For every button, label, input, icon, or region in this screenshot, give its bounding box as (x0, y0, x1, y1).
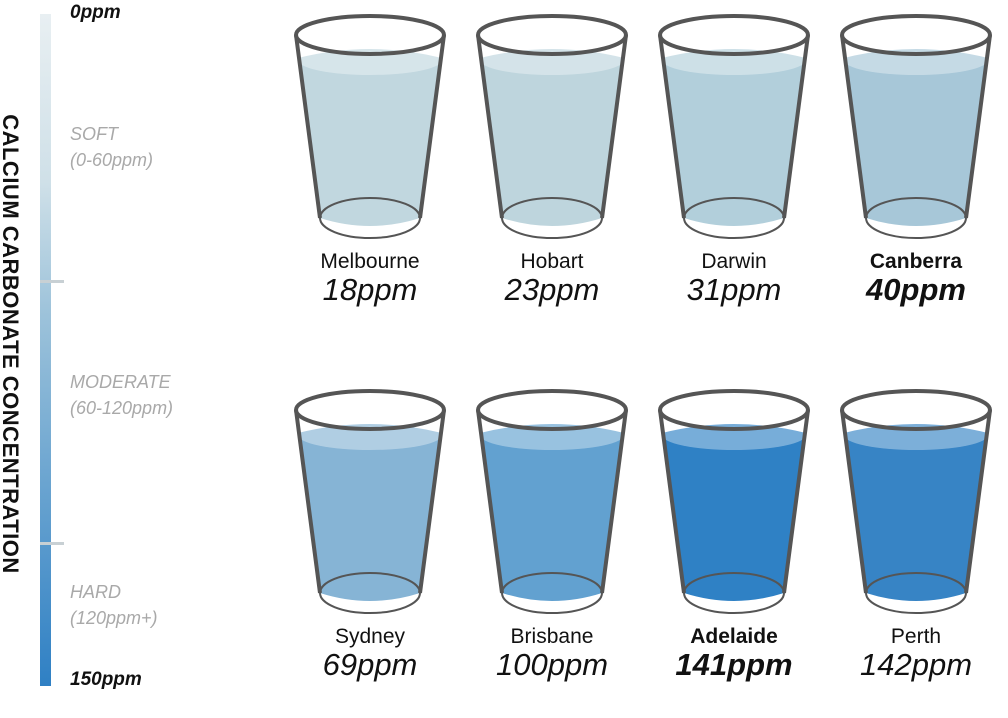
glass-base (683, 197, 785, 239)
city-value-label: 18ppm (322, 272, 418, 307)
glass-base (865, 197, 967, 239)
band-moderate-name: MODERATE (70, 372, 171, 392)
glass-darwin: Darwin 31ppm (654, 10, 814, 308)
scale-gradient-bar (40, 14, 51, 686)
city-name: Canberra (869, 250, 963, 273)
glass-rim (658, 389, 810, 431)
glass-icon (658, 14, 810, 239)
city-value-label: 23ppm (504, 272, 600, 307)
glass-perth: Perth 142ppm (836, 385, 996, 683)
glass-rim (658, 14, 810, 56)
scale-max-label: 150ppm (70, 669, 142, 690)
glass-rim (476, 389, 628, 431)
glass-sides (294, 34, 446, 219)
city-name: Adelaide (690, 625, 778, 648)
glass-icon (840, 14, 992, 239)
glass-sydney: Sydney 69ppm (290, 385, 450, 683)
city-name: Perth (890, 625, 942, 648)
water-fill (844, 424, 988, 601)
band-moderate-range: (60-120ppm) (70, 398, 174, 418)
city-value-label: 141ppm (675, 647, 793, 682)
glass-rim (840, 389, 992, 431)
city-name: Brisbane (510, 625, 594, 648)
band-soft-name: SOFT (70, 124, 118, 144)
city-value-label: 142ppm (859, 647, 973, 682)
hardness-scale: CALCIUM CARBONATE CONCENTRATION 0ppm 150… (0, 0, 270, 718)
glass-rim (294, 389, 446, 431)
glass-sides (476, 409, 628, 594)
scale-tick-120 (40, 542, 64, 545)
band-soft-range: (0-60ppm) (70, 150, 154, 170)
band-hard-range: (120ppm+) (70, 608, 158, 628)
city-value-label: 69ppm (322, 647, 418, 682)
glass-sides (840, 409, 992, 594)
city-value-label: 31ppm (686, 272, 782, 307)
band-moderate: MODERATE (60-120ppm) (70, 369, 173, 421)
glass-rim (840, 14, 992, 56)
band-soft: SOFT (0-60ppm) (70, 121, 153, 173)
city-name: Sydney (334, 625, 406, 648)
glass-sides (294, 409, 446, 594)
glass-adelaide: Adelaide 141ppm (654, 385, 814, 683)
glass-base (501, 572, 603, 614)
water-fill (480, 49, 624, 226)
city-value-label: 100ppm (495, 647, 609, 682)
glass-base (683, 572, 785, 614)
glass-icon (294, 14, 446, 239)
water-fill (662, 49, 806, 226)
glass-icon (658, 389, 810, 614)
glass-sides (658, 409, 810, 594)
glass-icon (840, 389, 992, 614)
scale-min-label: 0ppm (70, 2, 121, 23)
glass-base (865, 572, 967, 614)
water-fill (298, 49, 442, 226)
glass-melbourne: Melbourne 18ppm (290, 10, 450, 308)
glass-brisbane: Brisbane 100ppm (472, 385, 632, 683)
glass-rim (476, 14, 628, 56)
glass-icon (294, 389, 446, 614)
glass-icon (476, 389, 628, 614)
city-name: Melbourne (320, 250, 420, 273)
glass-sides (658, 34, 810, 219)
glass-sides (840, 34, 992, 219)
city-name: Hobart (520, 250, 584, 273)
band-hard-name: HARD (70, 582, 122, 602)
glass-sides (476, 34, 628, 219)
glass-icon (476, 14, 628, 239)
glass-base (501, 197, 603, 239)
water-fill (480, 424, 624, 601)
band-hard: HARD (120ppm+) (70, 579, 158, 631)
water-fill (844, 49, 988, 226)
glass-base (319, 197, 421, 239)
scale-tick-60 (40, 280, 64, 283)
water-fill (298, 424, 442, 601)
glass-canberra: Canberra 40ppm (836, 10, 996, 308)
city-name: Darwin (701, 250, 767, 273)
glass-rim (294, 14, 446, 56)
glass-base (319, 572, 421, 614)
water-fill (662, 424, 806, 601)
city-value-label: 40ppm (866, 272, 966, 307)
glass-hobart: Hobart 23ppm (472, 10, 632, 308)
